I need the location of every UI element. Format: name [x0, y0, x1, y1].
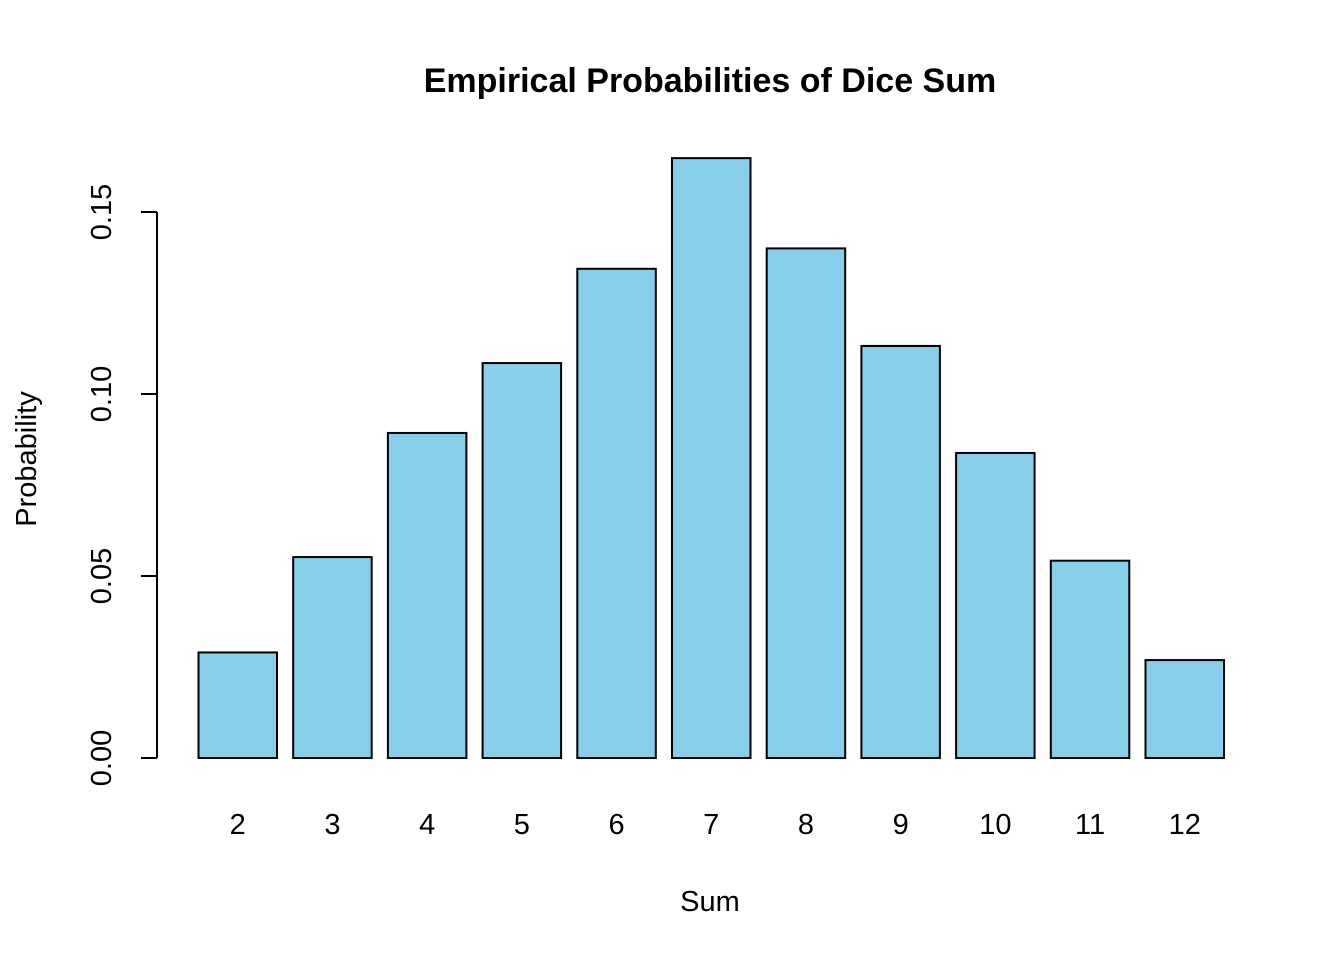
x-axis-label: Sum	[680, 886, 740, 918]
y-tick-label: 0.10	[86, 366, 118, 422]
bar-sum-2	[197, 651, 278, 759]
bar-sum-3	[292, 556, 373, 760]
bar-sum-6	[576, 267, 657, 759]
bar-sum-12	[1144, 659, 1225, 759]
chart-title: Empirical Probabilities of Dice Sum	[424, 62, 997, 100]
x-tick-labels: 2 3 4 5 6 7 8 9 10 11 12	[230, 809, 1201, 841]
bar-sum-5	[481, 362, 563, 759]
x-tick-label: 3	[324, 809, 340, 841]
x-tick-label: 2	[230, 809, 246, 841]
bar-sum-11	[1049, 559, 1131, 759]
x-tick-label: 8	[798, 809, 814, 841]
bars-group	[197, 157, 1225, 760]
bar-sum-9	[860, 344, 941, 759]
x-tick-label: 6	[608, 809, 624, 841]
x-tick-label: 11	[1075, 809, 1105, 841]
x-tick-label: 10	[979, 809, 1011, 841]
y-axis: 0.00 0.05 0.10 0.15	[86, 184, 158, 786]
bar-sum-10	[955, 451, 1036, 759]
y-tick-label: 0.00	[86, 730, 118, 786]
x-tick-label: 5	[514, 809, 530, 841]
x-tick-label: 9	[893, 809, 909, 841]
bar-sum-8	[765, 247, 847, 759]
x-tick-label: 7	[703, 809, 719, 841]
x-tick-label: 4	[419, 809, 435, 841]
y-tick-label: 0.05	[86, 548, 118, 604]
bar-sum-7	[671, 157, 752, 760]
y-axis-label: Probability	[11, 391, 43, 527]
bar-sum-4	[386, 431, 468, 759]
y-tick-label: 0.15	[86, 184, 118, 240]
x-tick-label: 12	[1169, 809, 1201, 841]
